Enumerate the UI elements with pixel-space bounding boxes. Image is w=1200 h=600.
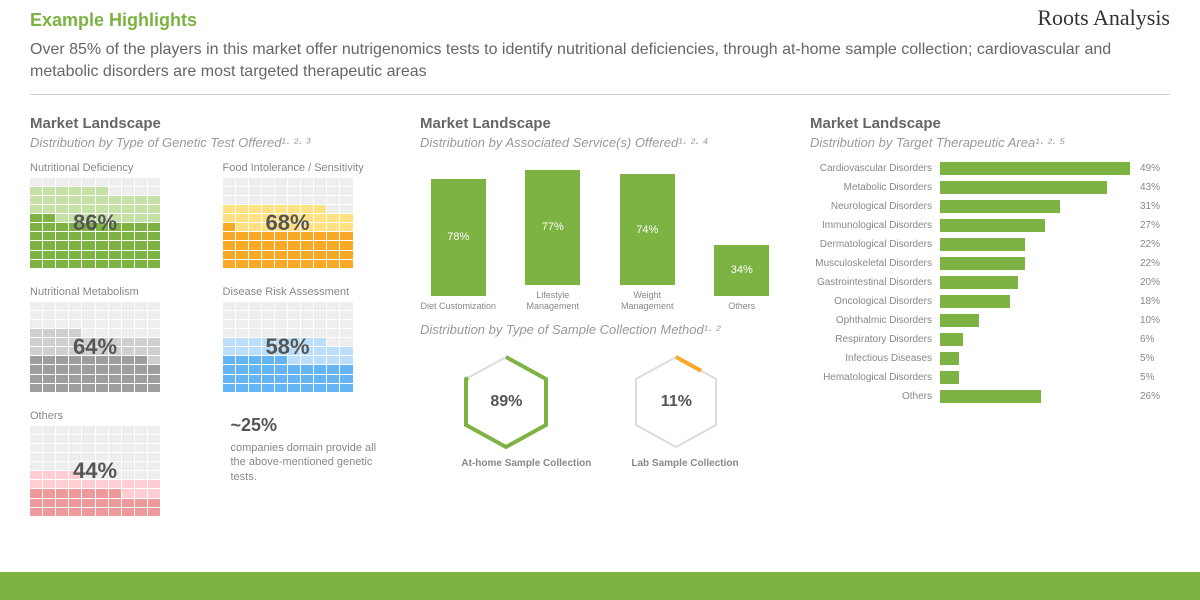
hbar-row: Infectious Diseases 5%: [810, 352, 1170, 365]
col-subtitle-2: Distribution by Type of Sample Collectio…: [420, 322, 780, 337]
hbar-row: Ophthalmic Disorders 10%: [810, 314, 1170, 327]
hbar-label: Others: [810, 391, 940, 402]
bar-label: Diet Customization: [420, 301, 496, 312]
bar-value: 74%: [636, 224, 658, 236]
waffle-label: Food Intolerance / Sensitivity: [223, 162, 391, 174]
hex-label: At-home Sample Collection: [461, 458, 591, 469]
logo: Roots Analysis: [1037, 5, 1170, 31]
hbar-label: Cardiovascular Disorders: [810, 163, 940, 174]
col-services: Market Landscape Distribution by Associa…: [420, 115, 780, 516]
waffle-pct: 68%: [265, 210, 309, 236]
hbar-row: Immunological Disorders 27%: [810, 219, 1170, 232]
hbar-row: Respiratory Disorders 6%: [810, 333, 1170, 346]
hbar-label: Metabolic Disorders: [810, 182, 940, 193]
hbar-label: Infectious Diseases: [810, 353, 940, 364]
hbar-value: 20%: [1140, 277, 1170, 288]
hbar-row: Musculoskeletal Disorders 22%: [810, 257, 1170, 270]
hbar-value: 18%: [1140, 296, 1170, 307]
bar-label: Weight Management: [609, 290, 686, 312]
col-genetic-test: Market Landscape Distribution by Type of…: [30, 115, 390, 516]
waffle-label: Others: [30, 410, 198, 422]
bar-value: 78%: [447, 231, 469, 243]
hex-value: 89%: [490, 393, 522, 411]
hbar-label: Ophthalmic Disorders: [810, 315, 940, 326]
page-subtitle: Over 85% of the players in this market o…: [30, 39, 1170, 95]
hex-chart: 11% Lab Sample Collection: [631, 352, 738, 469]
hbar-row: Gastrointestinal Disorders 20%: [810, 276, 1170, 289]
waffle-chart: Nutritional Deficiency 86%: [30, 162, 198, 268]
hbar-row: Dermatological Disorders 22%: [810, 238, 1170, 251]
hbar-label: Immunological Disorders: [810, 220, 940, 231]
page-title: Example Highlights: [30, 10, 1170, 31]
col-subtitle: Distribution by Target Therapeutic Area¹…: [810, 135, 1170, 150]
hbar-label: Hematological Disorders: [810, 372, 940, 383]
bar-value: 34%: [731, 264, 753, 276]
hbar-row: Metabolic Disorders 43%: [810, 181, 1170, 194]
hex-value: 11%: [661, 393, 692, 411]
hbar-row: Others 26%: [810, 390, 1170, 403]
hbar-label: Gastrointestinal Disorders: [810, 277, 940, 288]
col-therapeutic: Market Landscape Distribution by Target …: [810, 115, 1170, 516]
hbar-value: 49%: [1140, 163, 1170, 174]
hbar-label: Musculoskeletal Disorders: [810, 258, 940, 269]
hbar-label: Oncological Disorders: [810, 296, 940, 307]
hbar-value: 5%: [1140, 372, 1170, 383]
hbar-value: 5%: [1140, 353, 1170, 364]
hbar-row: Oncological Disorders 18%: [810, 295, 1170, 308]
bar-item: 74% Weight Management: [609, 165, 686, 312]
hbar-label: Dermatological Disorders: [810, 239, 940, 250]
hbar-row: Neurological Disorders 31%: [810, 200, 1170, 213]
col-subtitle: Distribution by Type of Genetic Test Off…: [30, 135, 390, 150]
waffle-pct: 58%: [265, 334, 309, 360]
waffle-chart: Food Intolerance / Sensitivity 68%: [223, 162, 391, 268]
waffle-pct: 64%: [73, 334, 117, 360]
hbar-value: 43%: [1140, 182, 1170, 193]
waffle-label: Disease Risk Assessment: [223, 286, 391, 298]
hbar-value: 31%: [1140, 201, 1170, 212]
bar-item: 77% Lifestyle Management: [515, 165, 592, 312]
waffle-pct: 86%: [73, 210, 117, 236]
col-title: Market Landscape: [420, 115, 780, 132]
hbar-value: 22%: [1140, 239, 1170, 250]
col-title: Market Landscape: [810, 115, 1170, 132]
waffle-pct: 44%: [73, 458, 117, 484]
bar-item: 34% Others: [704, 176, 781, 312]
col-title: Market Landscape: [30, 115, 390, 132]
hbar-label: Neurological Disorders: [810, 201, 940, 212]
waffle-chart: Disease Risk Assessment 58%: [223, 286, 391, 392]
col-subtitle: Distribution by Associated Service(s) Of…: [420, 135, 780, 150]
hbar-value: 27%: [1140, 220, 1170, 231]
bar-value: 77%: [542, 221, 564, 233]
hbar-row: Hematological Disorders 5%: [810, 371, 1170, 384]
waffle-note: ~25%companies domain provide all the abo…: [223, 410, 391, 516]
bar-item: 78% Diet Customization: [420, 176, 497, 312]
hbar-value: 26%: [1140, 391, 1170, 402]
hbar-value: 6%: [1140, 334, 1170, 345]
hbar-row: Cardiovascular Disorders 49%: [810, 162, 1170, 175]
waffle-chart: Nutritional Metabolism 64%: [30, 286, 198, 392]
hbar-label: Respiratory Disorders: [810, 334, 940, 345]
bar-label: Lifestyle Management: [515, 290, 592, 312]
hbar-value: 10%: [1140, 315, 1170, 326]
hbar-value: 22%: [1140, 258, 1170, 269]
waffle-chart: Others 44%: [30, 410, 198, 516]
waffle-label: Nutritional Metabolism: [30, 286, 198, 298]
waffle-label: Nutritional Deficiency: [30, 162, 198, 174]
hex-label: Lab Sample Collection: [631, 458, 738, 469]
hex-chart: 89% At-home Sample Collection: [461, 352, 591, 469]
bar-label: Others: [728, 301, 755, 312]
footer-bar: [0, 572, 1200, 600]
